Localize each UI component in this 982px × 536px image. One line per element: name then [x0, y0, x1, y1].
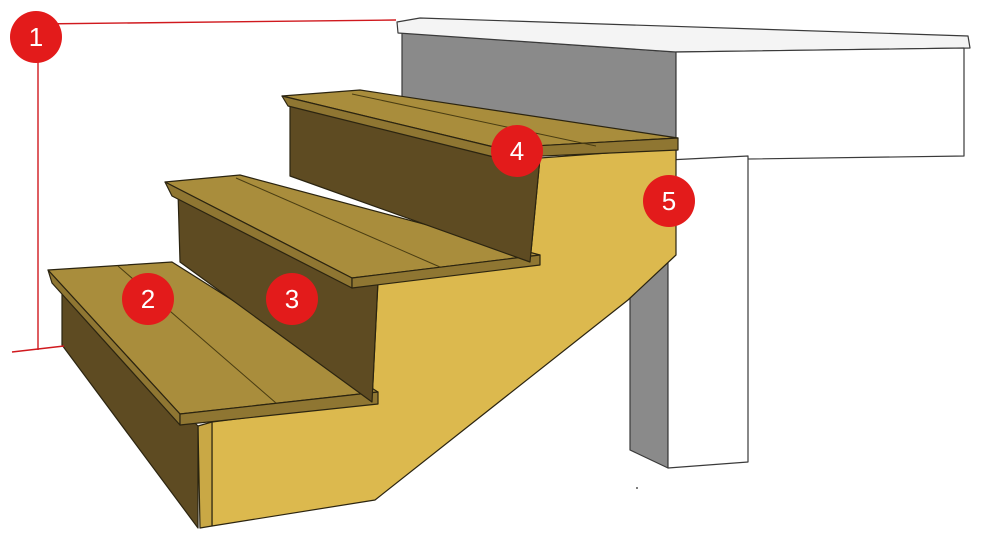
stringer-front-edge: [197, 421, 213, 529]
callout-2-label: 2: [141, 284, 155, 314]
callout-5-label: 5: [662, 186, 676, 216]
callout-3: 3: [266, 273, 318, 325]
top-tread-seam: [351, 93, 597, 147]
bottom-tread-front: [179, 391, 379, 426]
middle-tread-seam: [235, 177, 441, 268]
total-rise-dimension: [11, 19, 397, 353]
callout-5: 5: [643, 175, 695, 227]
callout-3-label: 3: [285, 284, 299, 314]
top-step: [281, 89, 679, 263]
deck-fascia: [675, 47, 965, 161]
callout-4: 4: [491, 125, 543, 177]
rise-top-line: [35, 19, 397, 25]
rise-bottom-line: [11, 345, 65, 353]
callout-2: 2: [122, 273, 174, 325]
middle-tread-front: [351, 254, 541, 289]
callout-1: 1: [10, 11, 62, 63]
deck-post-front: [667, 155, 749, 469]
callout-4-label: 4: [510, 136, 524, 166]
speck: [636, 487, 638, 489]
deck-top-board: [396, 17, 971, 53]
callout-1-label: 1: [29, 22, 43, 52]
